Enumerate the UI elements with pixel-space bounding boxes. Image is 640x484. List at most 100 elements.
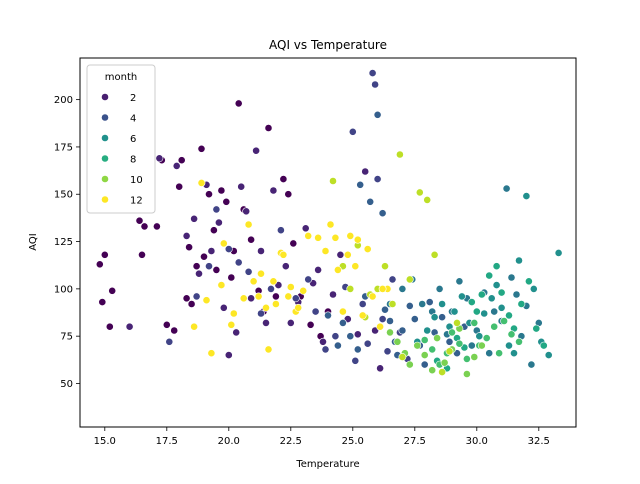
scatter-point [299, 286, 308, 295]
scatter-point [490, 322, 499, 331]
scatter-point [219, 239, 228, 248]
scatter-point [430, 313, 439, 322]
scatter-point [100, 250, 109, 259]
scatter-point [376, 364, 384, 373]
scatter-point [311, 307, 320, 316]
x-tick-label: 25.0 [342, 436, 364, 447]
scatter-point [195, 269, 203, 278]
legend-label: 12 [130, 196, 143, 207]
scatter-point [366, 197, 375, 206]
scatter-point [410, 315, 419, 323]
scatter-point [405, 301, 414, 310]
scatter-point [470, 318, 479, 327]
scatter-point [378, 315, 387, 323]
scatter-point [262, 303, 270, 312]
scatter-point [346, 284, 355, 293]
scatter-point [462, 354, 471, 363]
scatter-point [108, 286, 117, 295]
scatter-point [515, 337, 523, 346]
scatter-point [185, 243, 193, 252]
scatter-point [197, 144, 206, 153]
x-axis-label: Temperature [295, 459, 359, 470]
scatter-point [257, 269, 265, 278]
scatter-point [438, 368, 446, 376]
scatter-point [445, 347, 454, 356]
scatter-point [175, 182, 184, 191]
scatter-point [279, 175, 288, 183]
scatter-point [453, 318, 461, 327]
scatter-point [257, 309, 265, 318]
y-tick-label: 125 [54, 237, 73, 248]
scatter-point [329, 290, 337, 299]
scatter-point [467, 341, 476, 350]
scatter-point [381, 305, 389, 314]
scatter-point [182, 294, 191, 303]
scatter-point [207, 349, 216, 358]
scatter-point [234, 258, 243, 267]
scatter-point [358, 300, 367, 308]
scatter-point [495, 349, 503, 358]
x-tick-label: 22.5 [280, 436, 302, 447]
legend-label: 2 [130, 93, 136, 104]
scatter-point [423, 195, 432, 204]
scatter-point [135, 216, 144, 225]
scatter-point [539, 341, 548, 350]
scatter-point [527, 360, 536, 369]
scatter-point [462, 370, 471, 378]
scatter-point [353, 330, 362, 339]
y-tick-label: 100 [54, 284, 73, 295]
scatter-point [269, 186, 278, 195]
legend-marker [101, 93, 109, 101]
scatter-point [281, 262, 290, 271]
scatter-point [356, 180, 365, 189]
scatter-point [351, 356, 360, 365]
scatter-point [378, 209, 387, 218]
scatter-point [336, 250, 345, 259]
scatter-point [554, 248, 563, 257]
scatter-point [517, 300, 526, 308]
scatter-point [497, 288, 506, 297]
scatter-point [373, 110, 382, 119]
scatter-point [433, 334, 441, 342]
scatter-point [105, 322, 114, 331]
x-tick-label: 20.0 [218, 436, 240, 447]
legend-label: 6 [130, 134, 136, 145]
scatter-point [512, 290, 521, 299]
scatter-point [440, 358, 449, 367]
scatter-point [138, 250, 146, 259]
scatter-point [227, 273, 236, 282]
scatter-point [237, 182, 246, 191]
scatter-point [470, 353, 479, 361]
scatter-point [232, 328, 241, 337]
scatter-point [242, 207, 251, 216]
scatter-point [507, 273, 516, 282]
scatter-point [413, 341, 422, 350]
scatter-point [428, 366, 437, 375]
scatter-point [219, 303, 228, 312]
scatter-point [333, 341, 342, 350]
scatter-point [420, 336, 429, 344]
scatter-point [214, 218, 223, 227]
scatter-point [361, 167, 370, 176]
scatter-point [388, 300, 397, 308]
y-axis: 50 75 100 125 150 175 200 [54, 95, 80, 390]
scatter-point [252, 146, 260, 155]
y-tick-label: 200 [54, 95, 73, 106]
scatter-point [482, 334, 491, 342]
scatter-point [381, 262, 389, 271]
y-tick-label: 150 [54, 190, 73, 201]
scatter-point [386, 328, 394, 337]
scatter-point [490, 307, 499, 316]
scatter-point [289, 239, 298, 248]
scatter-point [286, 283, 295, 291]
scatter-point [286, 318, 295, 327]
scatter-point [333, 265, 342, 274]
scatter-point [244, 267, 253, 276]
scatter-point [165, 337, 174, 346]
scatter-point [190, 214, 198, 223]
scatter-point [271, 292, 280, 301]
scatter-point [525, 277, 533, 286]
y-tick-label: 50 [60, 379, 73, 390]
scatter-point [438, 313, 446, 322]
